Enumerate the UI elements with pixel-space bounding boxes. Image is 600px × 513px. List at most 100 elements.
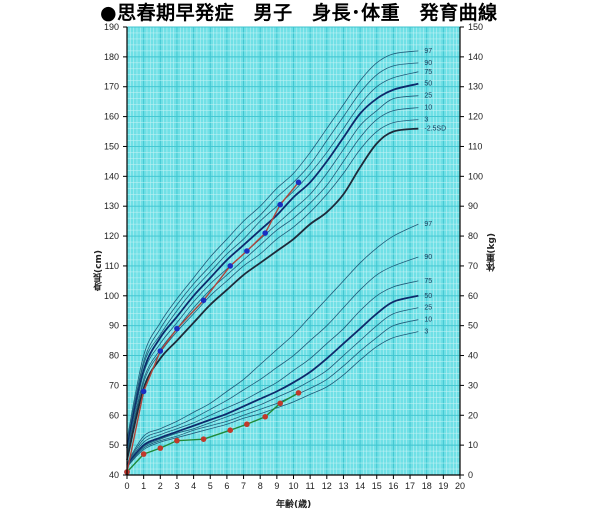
x-tick: 12 [322,481,332,491]
x-tick: 2 [158,481,163,491]
height-percentile-3-line [126,119,419,458]
patient-series [124,179,302,475]
height-percentile-97-line [126,50,419,440]
x-axis-label: 年齢(歳) [276,500,312,510]
patient-weight-point [140,451,147,457]
patient-height-point [295,179,302,186]
plot-grid [126,26,461,476]
y-tick-right: 140 [468,52,483,62]
x-tick: 15 [372,481,382,491]
y-tick-left: 190 [104,22,119,32]
y-tick-right: 120 [468,112,483,122]
patient-height-point [227,263,234,269]
x-tick: 14 [355,481,365,491]
y-tick-left: 100 [104,291,119,301]
patient-weight-point [244,421,250,428]
y-tick-left: 150 [104,141,119,151]
patient-weight-point [227,427,234,434]
y-tick-left: 90 [109,321,119,331]
y-tick-left: 130 [104,201,119,211]
curve-label-height-25: 25 [424,93,432,100]
patient-weight-point [200,436,207,442]
y-tick-left: 40 [109,470,119,480]
curve-label-weight-90: 90 [424,254,432,261]
patient-weight-line [126,392,299,473]
patient-height-point [262,230,268,236]
y-tick-right: 0 [468,470,473,480]
y-tick-right: 20 [468,410,478,420]
y-tick-right: 100 [468,171,483,181]
x-tick: 20 [455,481,465,491]
x-tick: 16 [388,481,398,491]
x-tick: 6 [224,481,229,491]
patient-weight-point [277,400,283,407]
reference-curves: 97 90 75 50 25 10 3 -2.5SD 97 90 75 50 25 10 3 [126,48,446,468]
patient-height-point [244,248,250,254]
y-tick-right: 150 [468,22,483,32]
curve-label-height-90: 90 [424,60,432,67]
y-tick-left: 170 [104,82,119,92]
x-tick: 10 [288,481,298,491]
x-tick: 19 [438,481,448,491]
x-tick: 9 [274,481,279,491]
height-percentile-50-line [126,82,419,449]
x-tick: 13 [338,481,348,491]
x-tick: 5 [208,481,213,491]
x-tick: 7 [241,481,246,491]
patient-height-point [157,348,164,354]
y-tick-right: 130 [468,82,483,92]
y-tick-right: 30 [468,380,478,390]
x-tick: 8 [258,481,263,491]
curve-label-weight-50: 50 [424,293,432,300]
curve-label-height-10: 10 [424,105,432,112]
y-tick-left: 140 [104,171,119,181]
patient-weight-point [295,390,302,396]
y-tick-right: 40 [468,351,478,361]
y-tick-right: 110 [468,141,482,151]
curve-label-weight-3: 3 [424,329,428,336]
weight-percentile-97-line [126,223,419,464]
x-tick: 3 [174,481,179,491]
x-tick: 11 [305,481,314,491]
y-tick-left: 160 [104,112,119,122]
weight-percentile-3-line [126,331,419,468]
y-tick-left: 60 [109,410,119,420]
y-tick-right: 80 [468,231,478,241]
height-percentile-75-line [126,71,419,446]
weight-percentile-10-line [126,319,419,467]
curve-label-height-97: 97 [424,48,432,55]
patient-height-point [277,201,283,208]
y-tick-right: 50 [468,321,478,331]
y-tick-left: 50 [109,440,119,450]
y-tick-right: 70 [468,261,478,271]
x-tick: 0 [124,481,129,491]
y-tick-left: 180 [104,52,119,62]
patient-weight-point [262,413,268,420]
curve-label-weight-25: 25 [424,305,432,312]
curve-label-height-50: 50 [424,81,432,88]
patient-weight-point [174,437,180,444]
height-percentile-90-line [126,62,419,443]
patient-weight-point [157,445,164,451]
curve-label-height-75: 75 [424,69,432,76]
height-percentile--2.5SD-line [126,127,419,461]
weight-percentile-25-line [126,307,419,467]
weight-percentile-90-line [126,256,419,464]
axes: 4050607080901001101201301401501601701801… [104,22,483,491]
x-tick: 1 [141,481,146,491]
curve-label-weight-97: 97 [424,221,432,228]
x-tick: 18 [422,481,432,491]
x-tick: 17 [405,481,415,491]
chart-title: ●思春期早発症 男子 身長･体重 発育曲線 [100,2,498,24]
curve-label-weight-10: 10 [424,317,432,324]
curve-label-height-3: 3 [424,117,428,124]
y-tick-left: 80 [109,351,119,361]
weight-percentile-75-line [126,280,419,465]
y-tick-right: 90 [468,201,478,211]
patient-height-point [140,388,147,395]
y-tick-left: 120 [104,231,119,241]
patient-height-point [200,297,207,304]
y-tick-right: 10 [468,440,478,450]
y-tick-left: 70 [109,380,119,390]
